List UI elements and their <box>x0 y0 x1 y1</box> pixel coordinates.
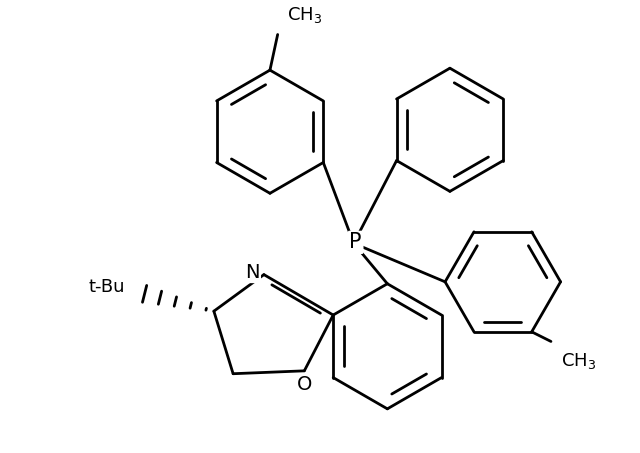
Text: O: O <box>296 375 312 394</box>
Text: P: P <box>349 232 362 252</box>
Text: t-Bu: t-Bu <box>89 278 125 296</box>
Text: CH$_3$: CH$_3$ <box>561 351 596 371</box>
Text: N: N <box>246 263 260 282</box>
Text: CH$_3$: CH$_3$ <box>287 5 323 25</box>
